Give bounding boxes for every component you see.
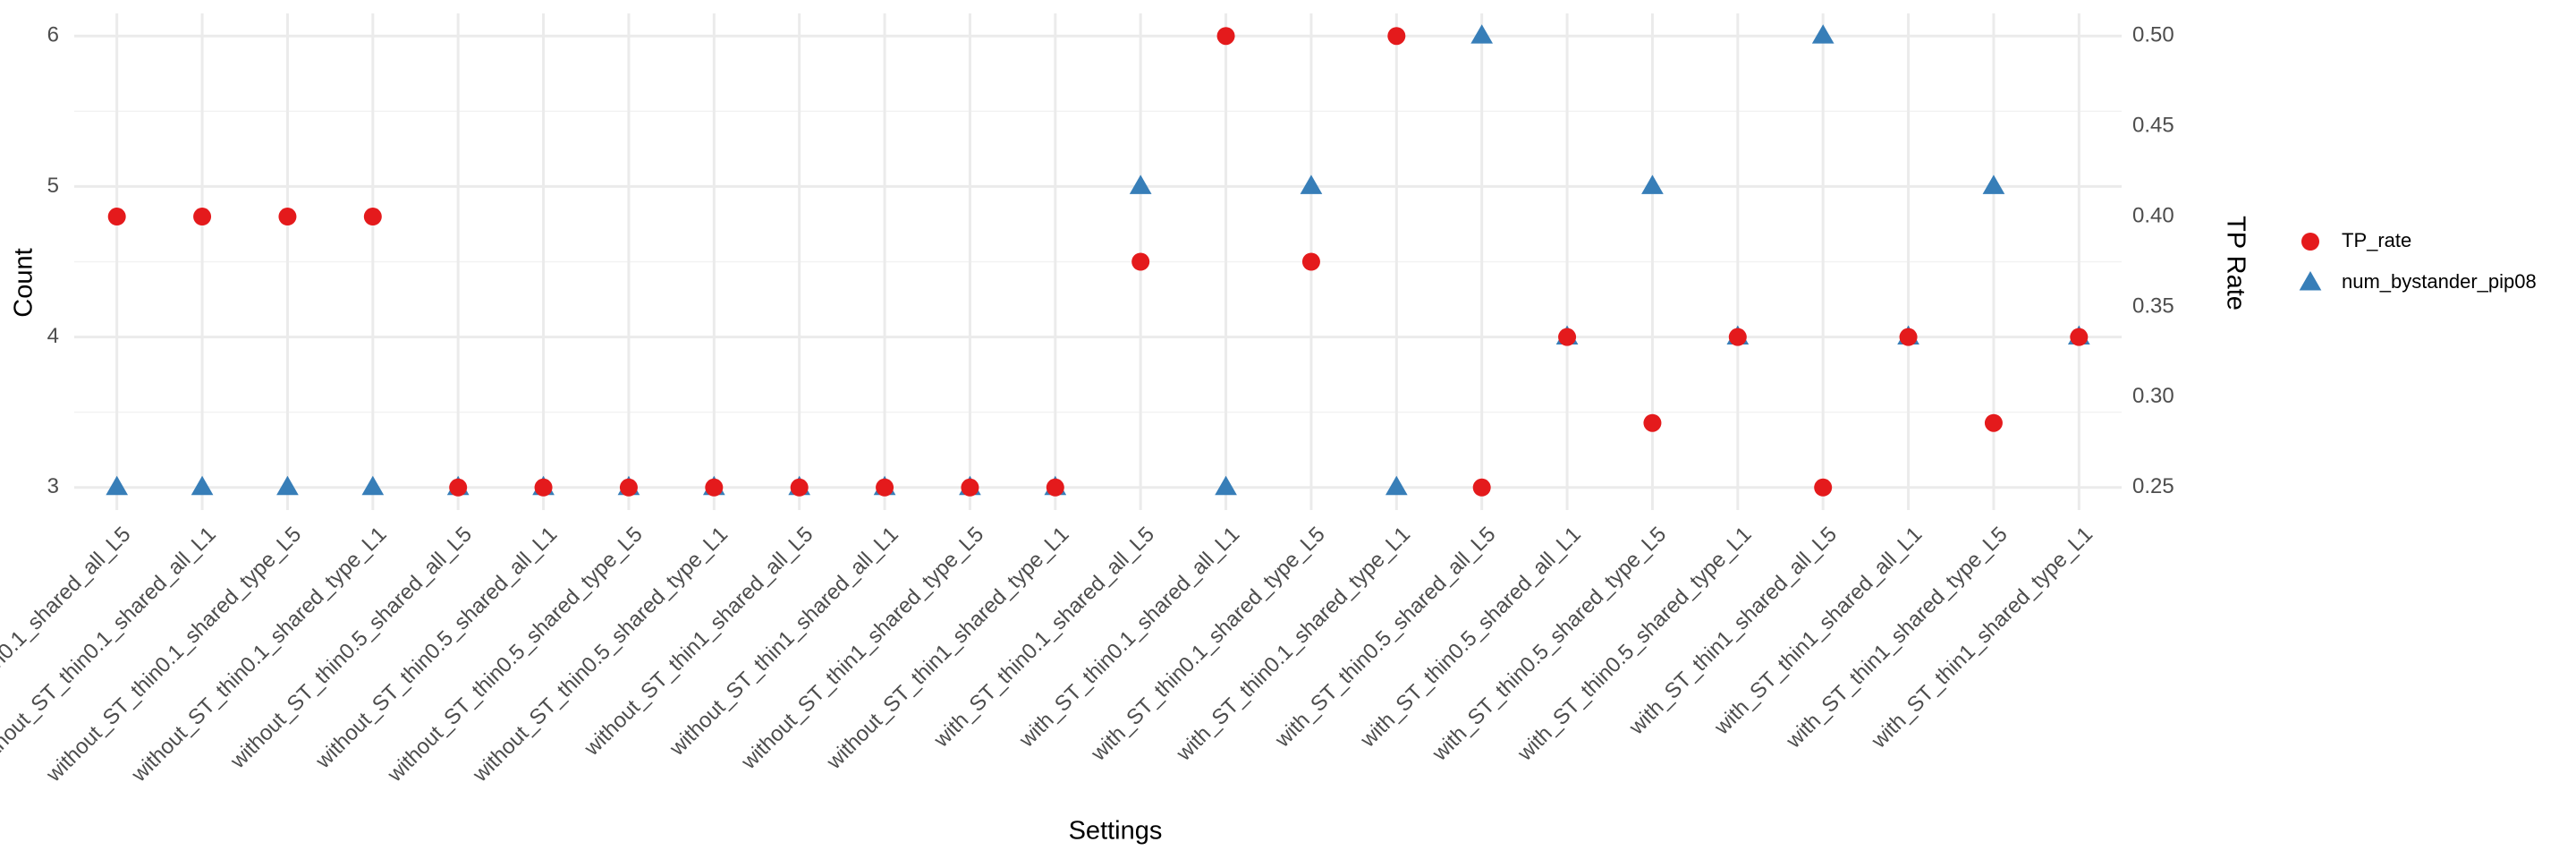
point — [1385, 475, 1408, 496]
point — [1472, 478, 1491, 497]
legend-label: num_bystander_pip08 — [2342, 270, 2537, 293]
y2-axis-title: TP Rate — [2221, 216, 2250, 310]
point — [1300, 174, 1323, 194]
point — [876, 478, 894, 497]
point — [1129, 174, 1152, 194]
y2-tick-label: 0.45 — [2132, 113, 2174, 137]
point — [1643, 413, 1662, 432]
y-tick-label: 5 — [47, 174, 59, 198]
point — [1728, 327, 1747, 346]
point — [1216, 27, 1235, 46]
point — [1984, 413, 2003, 432]
point — [107, 208, 126, 226]
point — [1387, 27, 1406, 46]
point — [276, 475, 299, 496]
legend-label: TP_rate — [2342, 229, 2411, 251]
y-tick-label: 4 — [47, 324, 59, 348]
legend-marker — [2301, 233, 2319, 251]
point — [705, 478, 724, 497]
point — [790, 478, 809, 497]
point — [1814, 478, 1833, 497]
point — [449, 478, 468, 497]
point — [1301, 252, 1320, 271]
point — [534, 478, 553, 497]
point — [1215, 475, 1237, 496]
y-tick-label: 6 — [47, 23, 59, 47]
point — [361, 475, 385, 496]
point — [106, 475, 129, 496]
point — [1811, 24, 1835, 44]
point — [191, 475, 214, 496]
point — [1470, 24, 1494, 44]
x-axis-title: Settings — [1069, 817, 1163, 846]
point — [619, 478, 638, 497]
point — [1982, 174, 2005, 194]
point — [1046, 478, 1064, 497]
point — [278, 208, 297, 226]
y-tick-label: 3 — [47, 474, 59, 498]
y2-tick-label: 0.30 — [2132, 384, 2174, 408]
point — [1131, 252, 1150, 271]
point — [1641, 174, 1664, 194]
y2-tick-label: 0.40 — [2132, 203, 2174, 227]
y-axis-title: Count — [10, 248, 38, 317]
point — [961, 478, 979, 497]
point — [1899, 327, 1918, 346]
y2-tick-label: 0.25 — [2132, 474, 2174, 498]
point — [193, 208, 212, 226]
point — [1558, 327, 1577, 346]
legend-marker — [2299, 271, 2322, 291]
point — [2070, 327, 2089, 346]
y2-tick-label: 0.35 — [2132, 293, 2174, 318]
y2-tick-label: 0.50 — [2132, 23, 2174, 47]
point — [363, 208, 382, 226]
